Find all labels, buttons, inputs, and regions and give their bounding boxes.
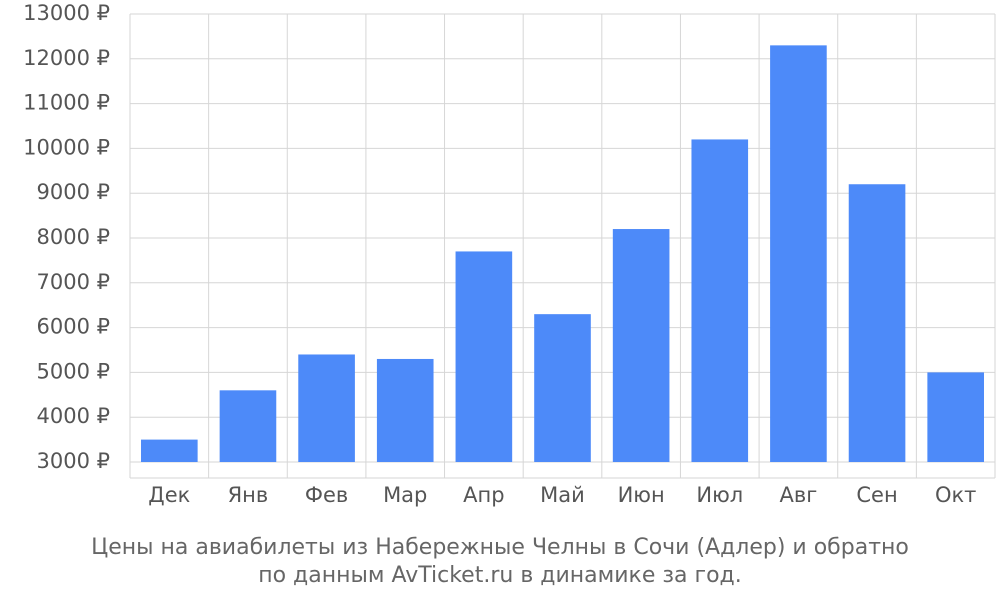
bar	[848, 184, 906, 463]
x-tick-label: Июл	[696, 483, 743, 507]
bar	[534, 314, 591, 462]
y-tick-label: 5000 ₽	[37, 359, 110, 383]
x-tick-label: Июн	[618, 483, 665, 507]
bar	[455, 251, 513, 462]
y-tick-label: 12000 ₽	[23, 46, 110, 70]
x-tick-label: Авг	[780, 483, 818, 507]
bar	[612, 229, 670, 462]
x-tick-label: Фев	[305, 483, 348, 507]
x-tick-label: Апр	[463, 483, 504, 507]
y-tick-label: 8000 ₽	[37, 225, 110, 249]
y-tick-label: 4000 ₽	[37, 404, 110, 428]
chart-subtitle: по данным AvTicket.ru в динамике за год.	[258, 563, 742, 588]
y-tick-label: 9000 ₽	[37, 180, 110, 204]
x-tick-label: Мар	[383, 483, 427, 507]
y-tick-label: 3000 ₽	[37, 449, 110, 473]
y-tick-label: 10000 ₽	[23, 135, 110, 159]
y-tick-label: 6000 ₽	[37, 315, 110, 339]
x-tick-label: Окт	[935, 483, 976, 507]
x-tick-label: Май	[540, 483, 585, 507]
bar	[141, 439, 198, 462]
y-tick-label: 11000 ₽	[23, 91, 110, 115]
bar	[691, 139, 749, 462]
x-tick-label: Янв	[228, 483, 269, 507]
chart-title: Цены на авиабилеты из Набережные Челны в…	[91, 535, 909, 560]
bar	[770, 45, 827, 463]
bar	[376, 358, 434, 462]
bar	[298, 354, 355, 462]
bar	[927, 372, 984, 462]
x-tick-label: Сен	[856, 483, 897, 507]
y-tick-label: 7000 ₽	[37, 270, 110, 294]
y-tick-label: 13000 ₽	[23, 1, 110, 25]
bar	[219, 390, 277, 462]
x-tick-label: Дек	[148, 483, 190, 507]
